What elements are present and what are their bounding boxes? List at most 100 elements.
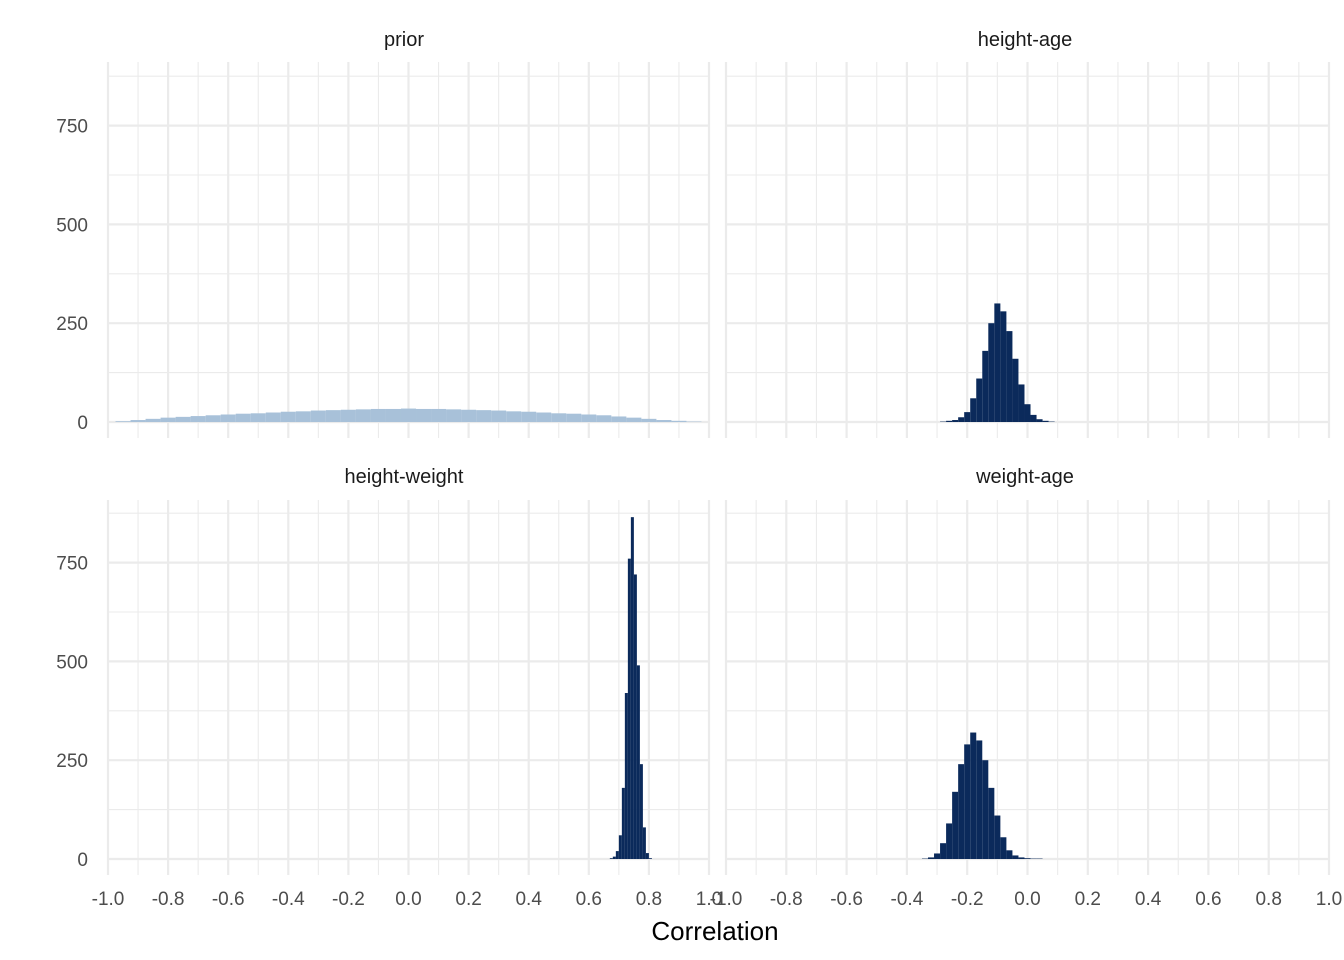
histogram-bar <box>400 408 417 422</box>
panel-height-weight-grid <box>106 500 711 875</box>
x-tick-label: 0.6 <box>1195 889 1221 910</box>
histogram-bar <box>265 412 281 422</box>
histogram-bar <box>566 413 582 422</box>
x-tick-label: 0.8 <box>1255 889 1281 910</box>
histogram-bar <box>1000 311 1007 422</box>
x-tick-label: 0.4 <box>515 889 542 910</box>
histogram-bar <box>355 409 371 422</box>
histogram-bar <box>928 857 935 859</box>
histogram-bar <box>964 412 971 422</box>
x-axis-left-col: -1.0 -0.8 -0.6 -0.4 -0.2 0.0 0.2 0.4 0.6 0.8 1.0 <box>92 889 723 910</box>
histogram-bar <box>506 411 522 422</box>
histogram-bar <box>130 420 146 422</box>
x-tick-label: -0.6 <box>830 889 863 910</box>
histogram-bar <box>1030 414 1037 422</box>
histogram-bar <box>656 420 672 422</box>
histogram-bar <box>1042 420 1049 422</box>
histogram-bar <box>982 760 989 859</box>
x-axis-right-col: -1.0 -0.8 -0.6 -0.4 -0.2 0.0 0.2 0.4 0.6 0.8 1.0 <box>710 889 1343 910</box>
histogram-bar <box>370 408 386 422</box>
histogram-bar <box>618 835 622 859</box>
histogram-bar <box>1018 857 1025 859</box>
y-axis-bottom-row: 0 250 500 750 <box>56 554 88 871</box>
histogram-bar <box>1006 850 1013 859</box>
histogram-bar <box>988 787 995 859</box>
histogram-bar <box>952 420 959 422</box>
x-tick-label: 0.0 <box>1014 889 1040 910</box>
histogram-bar <box>461 409 477 422</box>
histogram-bar <box>639 764 643 859</box>
histogram-bar <box>934 853 941 859</box>
histogram-bar <box>627 558 631 859</box>
histogram-bar <box>671 420 687 422</box>
histogram-bar <box>976 740 983 859</box>
panel-weight-age-bars <box>921 732 1043 859</box>
histogram-bar <box>648 858 652 859</box>
histogram-bar <box>633 574 637 859</box>
x-tick-label: -0.2 <box>951 889 984 910</box>
y-tick-label: 250 <box>56 314 88 335</box>
histogram-bar <box>1018 384 1025 422</box>
panel-title-weight-age: weight-age <box>975 466 1074 488</box>
histogram-bar <box>970 732 977 859</box>
histogram-bar <box>946 420 953 422</box>
histogram-bar <box>190 416 206 422</box>
y-tick-label: 250 <box>56 751 88 772</box>
panel-title-height-weight: height-weight <box>345 466 464 488</box>
histogram-bar <box>160 417 176 422</box>
panel-height-weight-bars <box>609 517 652 859</box>
y-tick-label: 500 <box>56 652 88 673</box>
histogram-bar <box>1024 404 1031 422</box>
x-tick-label: 0.6 <box>576 889 602 910</box>
histogram-bar <box>615 851 619 859</box>
histogram-bar <box>641 418 657 422</box>
histogram-bar <box>491 410 507 422</box>
x-tick-label: -1.0 <box>710 889 743 910</box>
panel-weight-age-grid <box>724 500 1331 875</box>
histogram-bar <box>235 413 251 422</box>
histogram-bar <box>982 350 989 422</box>
histogram-bar <box>958 417 965 422</box>
histogram-bar <box>1036 419 1043 422</box>
panel-prior: prior <box>106 29 711 438</box>
x-tick-label: -0.4 <box>272 889 305 910</box>
histogram-bar <box>1006 331 1013 422</box>
histogram-bar <box>250 413 266 422</box>
histogram-bar <box>416 408 432 422</box>
panel-height-age: height-age <box>724 29 1331 438</box>
histogram-bar <box>385 408 401 422</box>
histogram-bar <box>612 856 616 859</box>
histogram-bar <box>976 378 983 422</box>
histogram-bar <box>295 411 311 422</box>
histogram-bar <box>175 416 191 422</box>
y-tick-label: 0 <box>77 850 88 871</box>
histogram-bar <box>551 413 567 422</box>
panel-title-prior: prior <box>384 29 424 51</box>
histogram-bar <box>581 414 597 422</box>
histogram-bar <box>964 744 971 859</box>
histogram-bar <box>521 411 537 422</box>
histogram-bar <box>988 323 995 422</box>
x-tick-label: 1.0 <box>1316 889 1342 910</box>
x-tick-label: 0.4 <box>1135 889 1162 910</box>
histogram-bar <box>476 410 492 422</box>
panel-prior-bars <box>115 408 702 422</box>
histogram-bar <box>310 410 326 422</box>
y-axis-top-row: 0 250 500 750 <box>56 117 88 434</box>
histogram-bar <box>145 418 161 422</box>
histogram-bar <box>609 858 613 859</box>
histogram-bar <box>220 414 236 422</box>
histogram-bar <box>1012 358 1019 422</box>
histogram-bar <box>940 843 947 859</box>
histogram-bar <box>280 411 296 422</box>
panel-height-age-bars <box>940 303 1055 422</box>
histogram-bar <box>1000 837 1007 859</box>
x-tick-label: -0.8 <box>152 889 185 910</box>
histogram-bar <box>994 815 1001 859</box>
panel-prior-grid <box>106 62 711 438</box>
histogram-bar <box>431 408 447 422</box>
histogram-bar <box>952 791 959 859</box>
histogram-bar <box>994 303 1001 422</box>
